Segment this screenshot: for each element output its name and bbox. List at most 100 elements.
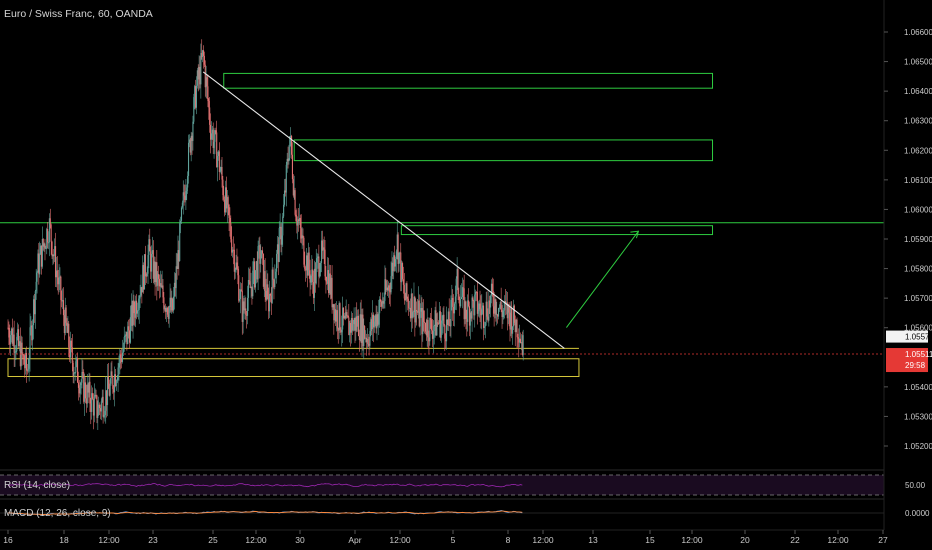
candle-body bbox=[209, 124, 212, 140]
candle-body bbox=[290, 135, 292, 137]
candle-body bbox=[58, 277, 60, 285]
candle-body bbox=[118, 363, 120, 368]
candle-body bbox=[76, 358, 78, 362]
candle-body bbox=[165, 307, 168, 312]
candle-body bbox=[163, 297, 165, 310]
candle-body bbox=[32, 299, 35, 326]
x-tick-label: 8 bbox=[506, 535, 511, 545]
candle-body bbox=[269, 293, 271, 296]
candle-body bbox=[203, 55, 205, 65]
y-tick-label: 1.06000 bbox=[904, 205, 932, 214]
candle-body bbox=[15, 351, 17, 352]
candle-body bbox=[171, 298, 173, 311]
candle-body bbox=[421, 308, 423, 335]
candle-body bbox=[211, 129, 213, 134]
candle-body bbox=[124, 335, 126, 337]
candle-body bbox=[329, 273, 331, 295]
candle-body bbox=[259, 245, 261, 264]
candle-body bbox=[422, 310, 424, 335]
candle-body bbox=[232, 249, 234, 253]
candle-body bbox=[88, 381, 90, 393]
candle-body bbox=[169, 297, 171, 307]
candle-body bbox=[31, 325, 33, 341]
candle-body bbox=[500, 301, 502, 310]
x-tick-label: 13 bbox=[588, 535, 598, 545]
x-tick-label: 30 bbox=[295, 535, 305, 545]
candle-body bbox=[357, 315, 359, 327]
candle-body bbox=[502, 310, 504, 318]
candle-body bbox=[41, 238, 43, 267]
candle-body bbox=[434, 310, 436, 327]
candle-body bbox=[291, 154, 293, 180]
candle-body bbox=[85, 398, 87, 404]
candle-body bbox=[364, 337, 367, 339]
candle-body bbox=[343, 315, 345, 319]
candle-body bbox=[454, 296, 456, 304]
candle-body bbox=[395, 251, 397, 259]
candle-body bbox=[475, 291, 477, 295]
candle-body bbox=[458, 294, 460, 301]
candle-body bbox=[194, 86, 196, 98]
candle-body bbox=[335, 309, 337, 322]
candle-body bbox=[489, 300, 491, 308]
candle-body bbox=[47, 229, 49, 243]
candle-body bbox=[423, 321, 426, 323]
candle-body bbox=[84, 382, 87, 399]
candle-body bbox=[21, 342, 23, 355]
candle-body bbox=[493, 306, 495, 314]
candle-body bbox=[132, 300, 134, 326]
candle-body bbox=[43, 243, 45, 247]
candle-body bbox=[237, 268, 239, 276]
candle-body bbox=[162, 285, 164, 298]
candle-body bbox=[494, 299, 496, 314]
candle-body bbox=[506, 302, 508, 319]
candle-body bbox=[243, 301, 245, 311]
candle-body bbox=[40, 245, 43, 267]
candle-body bbox=[452, 297, 454, 307]
macd-label: MACD (12, 26, close, 9) bbox=[4, 508, 111, 519]
candle-body bbox=[73, 372, 75, 376]
candle-body bbox=[498, 307, 500, 309]
candle-body bbox=[53, 254, 55, 256]
candle-body bbox=[11, 328, 13, 344]
candle-body bbox=[276, 253, 278, 272]
candle-body bbox=[468, 300, 470, 307]
candle-body bbox=[9, 337, 11, 345]
candle-body bbox=[62, 300, 65, 316]
candle-body bbox=[27, 368, 29, 371]
candle-body bbox=[397, 234, 399, 264]
candle-body bbox=[57, 277, 59, 285]
candle-body bbox=[372, 314, 374, 330]
candle-body bbox=[235, 262, 237, 270]
candle-body bbox=[208, 100, 210, 108]
y-tick-label: 1.06400 bbox=[904, 87, 932, 96]
candle-body bbox=[69, 347, 71, 358]
candle-body bbox=[227, 197, 229, 205]
candle-body bbox=[143, 254, 146, 290]
candle-body bbox=[157, 274, 159, 286]
candle-body bbox=[336, 310, 338, 329]
candle-body bbox=[316, 258, 318, 263]
x-tick-label: 25 bbox=[208, 535, 218, 545]
candle-body bbox=[204, 64, 206, 88]
candle-body bbox=[406, 283, 408, 299]
candle-body bbox=[36, 272, 38, 282]
candle-body bbox=[234, 269, 236, 272]
candle-body bbox=[446, 319, 448, 325]
candle-body bbox=[274, 278, 276, 288]
candle-body bbox=[495, 299, 497, 315]
candle-body bbox=[414, 296, 416, 323]
candle-body bbox=[65, 307, 67, 323]
candle-body bbox=[161, 285, 163, 288]
candle-body bbox=[364, 326, 366, 339]
candle-body bbox=[327, 270, 329, 284]
candle-body bbox=[291, 135, 293, 155]
candle-body bbox=[445, 338, 447, 342]
candle-body bbox=[315, 262, 317, 284]
candle-body bbox=[512, 326, 514, 334]
candle-body bbox=[32, 325, 34, 341]
candle-body bbox=[323, 247, 325, 250]
candle-body bbox=[40, 245, 42, 255]
